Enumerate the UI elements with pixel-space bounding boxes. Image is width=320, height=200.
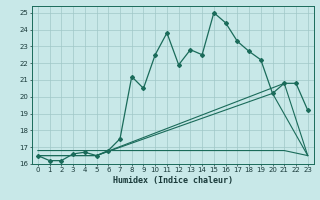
X-axis label: Humidex (Indice chaleur): Humidex (Indice chaleur)	[113, 176, 233, 185]
